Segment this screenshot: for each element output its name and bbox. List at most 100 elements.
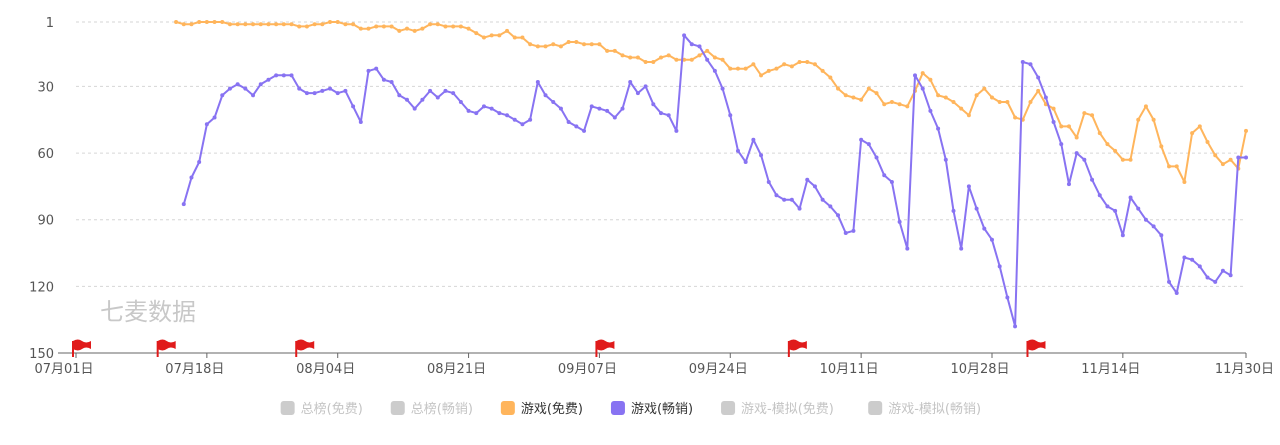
data-point[interactable]	[720, 86, 725, 91]
data-point[interactable]	[782, 62, 787, 67]
data-point[interactable]	[474, 31, 479, 36]
data-point[interactable]	[1036, 88, 1041, 93]
data-point[interactable]	[812, 184, 817, 189]
data-point[interactable]	[851, 228, 856, 233]
data-point[interactable]	[1167, 279, 1172, 284]
data-point[interactable]	[743, 66, 748, 71]
data-point[interactable]	[366, 68, 371, 73]
data-point[interactable]	[1082, 111, 1087, 116]
data-point[interactable]	[304, 91, 309, 96]
data-point[interactable]	[566, 39, 571, 44]
data-point[interactable]	[528, 117, 533, 122]
data-point[interactable]	[1220, 268, 1225, 273]
data-point[interactable]	[936, 93, 941, 98]
legend-item[interactable]: 游戏-模拟(免费)	[721, 401, 834, 417]
data-point[interactable]	[651, 102, 656, 107]
data-point[interactable]	[1066, 124, 1071, 129]
data-point[interactable]	[728, 66, 733, 71]
data-point[interactable]	[535, 79, 540, 84]
data-point[interactable]	[966, 113, 971, 118]
legend-item[interactable]: 游戏(畅销)	[610, 401, 693, 417]
data-point[interactable]	[589, 42, 594, 47]
data-point[interactable]	[1213, 153, 1218, 158]
data-point[interactable]	[951, 99, 956, 104]
data-point[interactable]	[820, 68, 825, 73]
data-point[interactable]	[458, 24, 463, 29]
data-point[interactable]	[1136, 206, 1141, 211]
data-point[interactable]	[1120, 233, 1125, 238]
data-point[interactable]	[951, 208, 956, 213]
data-point[interactable]	[959, 106, 964, 111]
data-point[interactable]	[458, 99, 463, 104]
data-point[interactable]	[605, 48, 610, 53]
data-point[interactable]	[497, 33, 502, 38]
data-point[interactable]	[397, 28, 402, 33]
data-point[interactable]	[243, 86, 248, 91]
data-point[interactable]	[582, 42, 587, 47]
event-flag-icon[interactable]	[295, 339, 315, 358]
data-point[interactable]	[512, 117, 517, 122]
data-point[interactable]	[474, 111, 479, 116]
data-point[interactable]	[605, 108, 610, 113]
data-point[interactable]	[1043, 95, 1048, 100]
data-point[interactable]	[297, 86, 302, 91]
data-point[interactable]	[766, 179, 771, 184]
data-point[interactable]	[735, 148, 740, 153]
data-point[interactable]	[1074, 135, 1079, 140]
data-point[interactable]	[920, 86, 925, 91]
data-point[interactable]	[635, 55, 640, 60]
data-point[interactable]	[889, 179, 894, 184]
data-point[interactable]	[982, 86, 987, 91]
data-point[interactable]	[974, 206, 979, 211]
data-point[interactable]	[620, 53, 625, 58]
data-point[interactable]	[1159, 233, 1164, 238]
data-point[interactable]	[982, 226, 987, 231]
data-point[interactable]	[1013, 324, 1018, 329]
data-point[interactable]	[220, 93, 225, 98]
data-point[interactable]	[843, 93, 848, 98]
data-point[interactable]	[420, 97, 425, 102]
data-point[interactable]	[705, 48, 710, 53]
data-point[interactable]	[297, 24, 302, 29]
event-flag-icon[interactable]	[72, 339, 91, 358]
data-point[interactable]	[1244, 155, 1248, 160]
data-point[interactable]	[597, 106, 602, 111]
data-point[interactable]	[774, 66, 779, 71]
event-flag-icon[interactable]	[1026, 339, 1046, 358]
data-point[interactable]	[481, 35, 486, 40]
data-point[interactable]	[582, 128, 587, 133]
data-point[interactable]	[227, 86, 232, 91]
data-point[interactable]	[1213, 279, 1218, 284]
data-point[interactable]	[381, 77, 386, 82]
data-point[interactable]	[289, 73, 294, 78]
data-point[interactable]	[666, 113, 671, 118]
data-point[interactable]	[1059, 124, 1064, 129]
data-point[interactable]	[943, 157, 948, 162]
data-point[interactable]	[820, 197, 825, 202]
data-point[interactable]	[181, 22, 186, 27]
data-point[interactable]	[905, 246, 910, 251]
data-point[interactable]	[666, 53, 671, 58]
data-point[interactable]	[489, 106, 494, 111]
data-point[interactable]	[1151, 224, 1156, 229]
data-point[interactable]	[1059, 142, 1064, 147]
data-point[interactable]	[728, 113, 733, 118]
data-point[interactable]	[759, 153, 764, 158]
data-point[interactable]	[874, 91, 879, 96]
data-point[interactable]	[281, 73, 286, 78]
data-point[interactable]	[936, 126, 941, 131]
data-point[interactable]	[412, 106, 417, 111]
data-point[interactable]	[1028, 62, 1033, 67]
data-point[interactable]	[659, 111, 663, 116]
data-point[interactable]	[782, 197, 787, 202]
data-point[interactable]	[358, 119, 363, 124]
data-point[interactable]	[1051, 119, 1056, 124]
data-point[interactable]	[251, 93, 256, 98]
data-point[interactable]	[589, 104, 594, 109]
event-flag-icon[interactable]	[595, 339, 615, 358]
data-point[interactable]	[558, 44, 563, 49]
data-point[interactable]	[1005, 99, 1010, 104]
data-point[interactable]	[1190, 257, 1195, 262]
data-point[interactable]	[251, 22, 256, 27]
data-point[interactable]	[789, 197, 794, 202]
